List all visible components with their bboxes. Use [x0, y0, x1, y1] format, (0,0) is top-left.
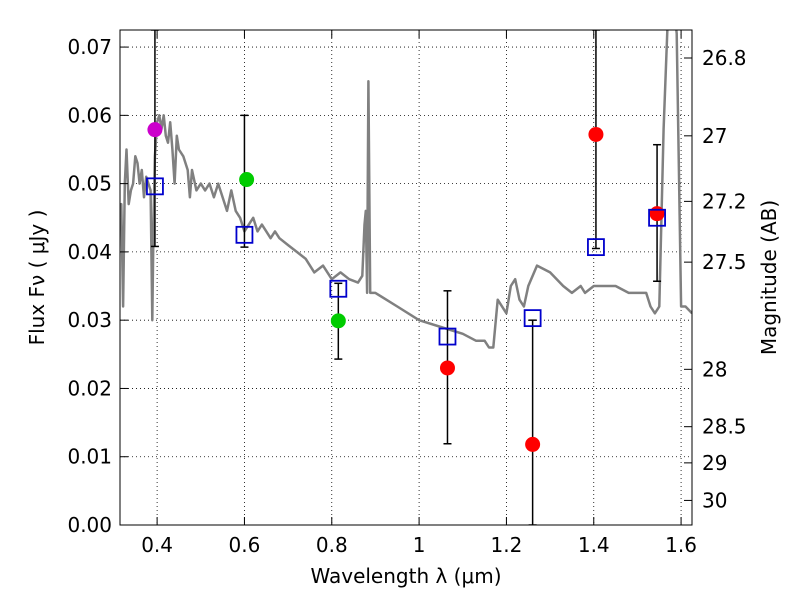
model-box-2 — [329, 279, 348, 298]
y-tick-label-7: 0.07 — [67, 35, 112, 59]
observed-point-0 — [147, 122, 163, 138]
observed-point-4 — [525, 436, 541, 452]
x-tick-label-1: 0.6 — [229, 533, 261, 557]
model-box-0 — [146, 177, 164, 196]
y-tick-label-2: 0.02 — [67, 376, 112, 400]
x-tick-label-0: 0.4 — [141, 533, 173, 557]
right-tick-label-0: 26.8 — [702, 46, 747, 70]
observed-point-3 — [439, 360, 455, 376]
sed-model-line — [120, 30, 692, 349]
x-axis-title: Wavelength λ (μm) — [310, 564, 501, 588]
plot-frame — [119, 29, 693, 526]
right-tick-label-2: 27.2 — [702, 189, 747, 213]
y-tick-label-5: 0.05 — [67, 172, 112, 196]
x-tick-label-2: 0.8 — [316, 533, 348, 557]
right-tick-label-3: 27.5 — [702, 250, 747, 274]
x-tick-label-5: 1.4 — [578, 533, 610, 557]
model-box-5 — [587, 238, 605, 257]
observed-point-1 — [239, 172, 255, 188]
y-axis-title: Flux Fν ( μJy ) — [25, 210, 49, 346]
grid-lines — [120, 30, 692, 526]
y-tick-label-4: 0.04 — [67, 240, 112, 264]
model-box-4 — [523, 309, 542, 328]
y-tick-label-6: 0.06 — [67, 103, 112, 127]
x-tick-label-3: 1 — [413, 533, 426, 557]
y-tick-label-0: 0.00 — [67, 513, 112, 537]
x-tick-label-6: 1.6 — [665, 533, 697, 557]
observed-point-6 — [649, 206, 665, 222]
right-tick-label-5: 28.5 — [702, 415, 747, 439]
observed-point-5 — [588, 126, 604, 142]
y-tick-label-3: 0.03 — [67, 308, 112, 332]
observed-point-2 — [330, 313, 346, 329]
y-tick-label-1: 0.01 — [67, 445, 112, 469]
right-tick-label-4: 28 — [702, 357, 727, 381]
x-tick-label-4: 1.2 — [491, 533, 523, 557]
model-box-3 — [438, 327, 457, 346]
right-tick-label-7: 30 — [702, 488, 727, 512]
model-box-6 — [648, 208, 666, 227]
model-box-1 — [235, 225, 254, 244]
right-tick-label-1: 27 — [702, 124, 727, 148]
axis-ticks: 0.4 0.6 0.8 1 1.2 1.4 1.6 0.00 0.01 0.02 0.03 0.04 0… — [67, 30, 747, 557]
right-tick-label-6: 29 — [702, 451, 727, 475]
plot-data-area — [120, 30, 692, 525]
right-axis-title: Magnitude (AB) — [757, 200, 781, 355]
